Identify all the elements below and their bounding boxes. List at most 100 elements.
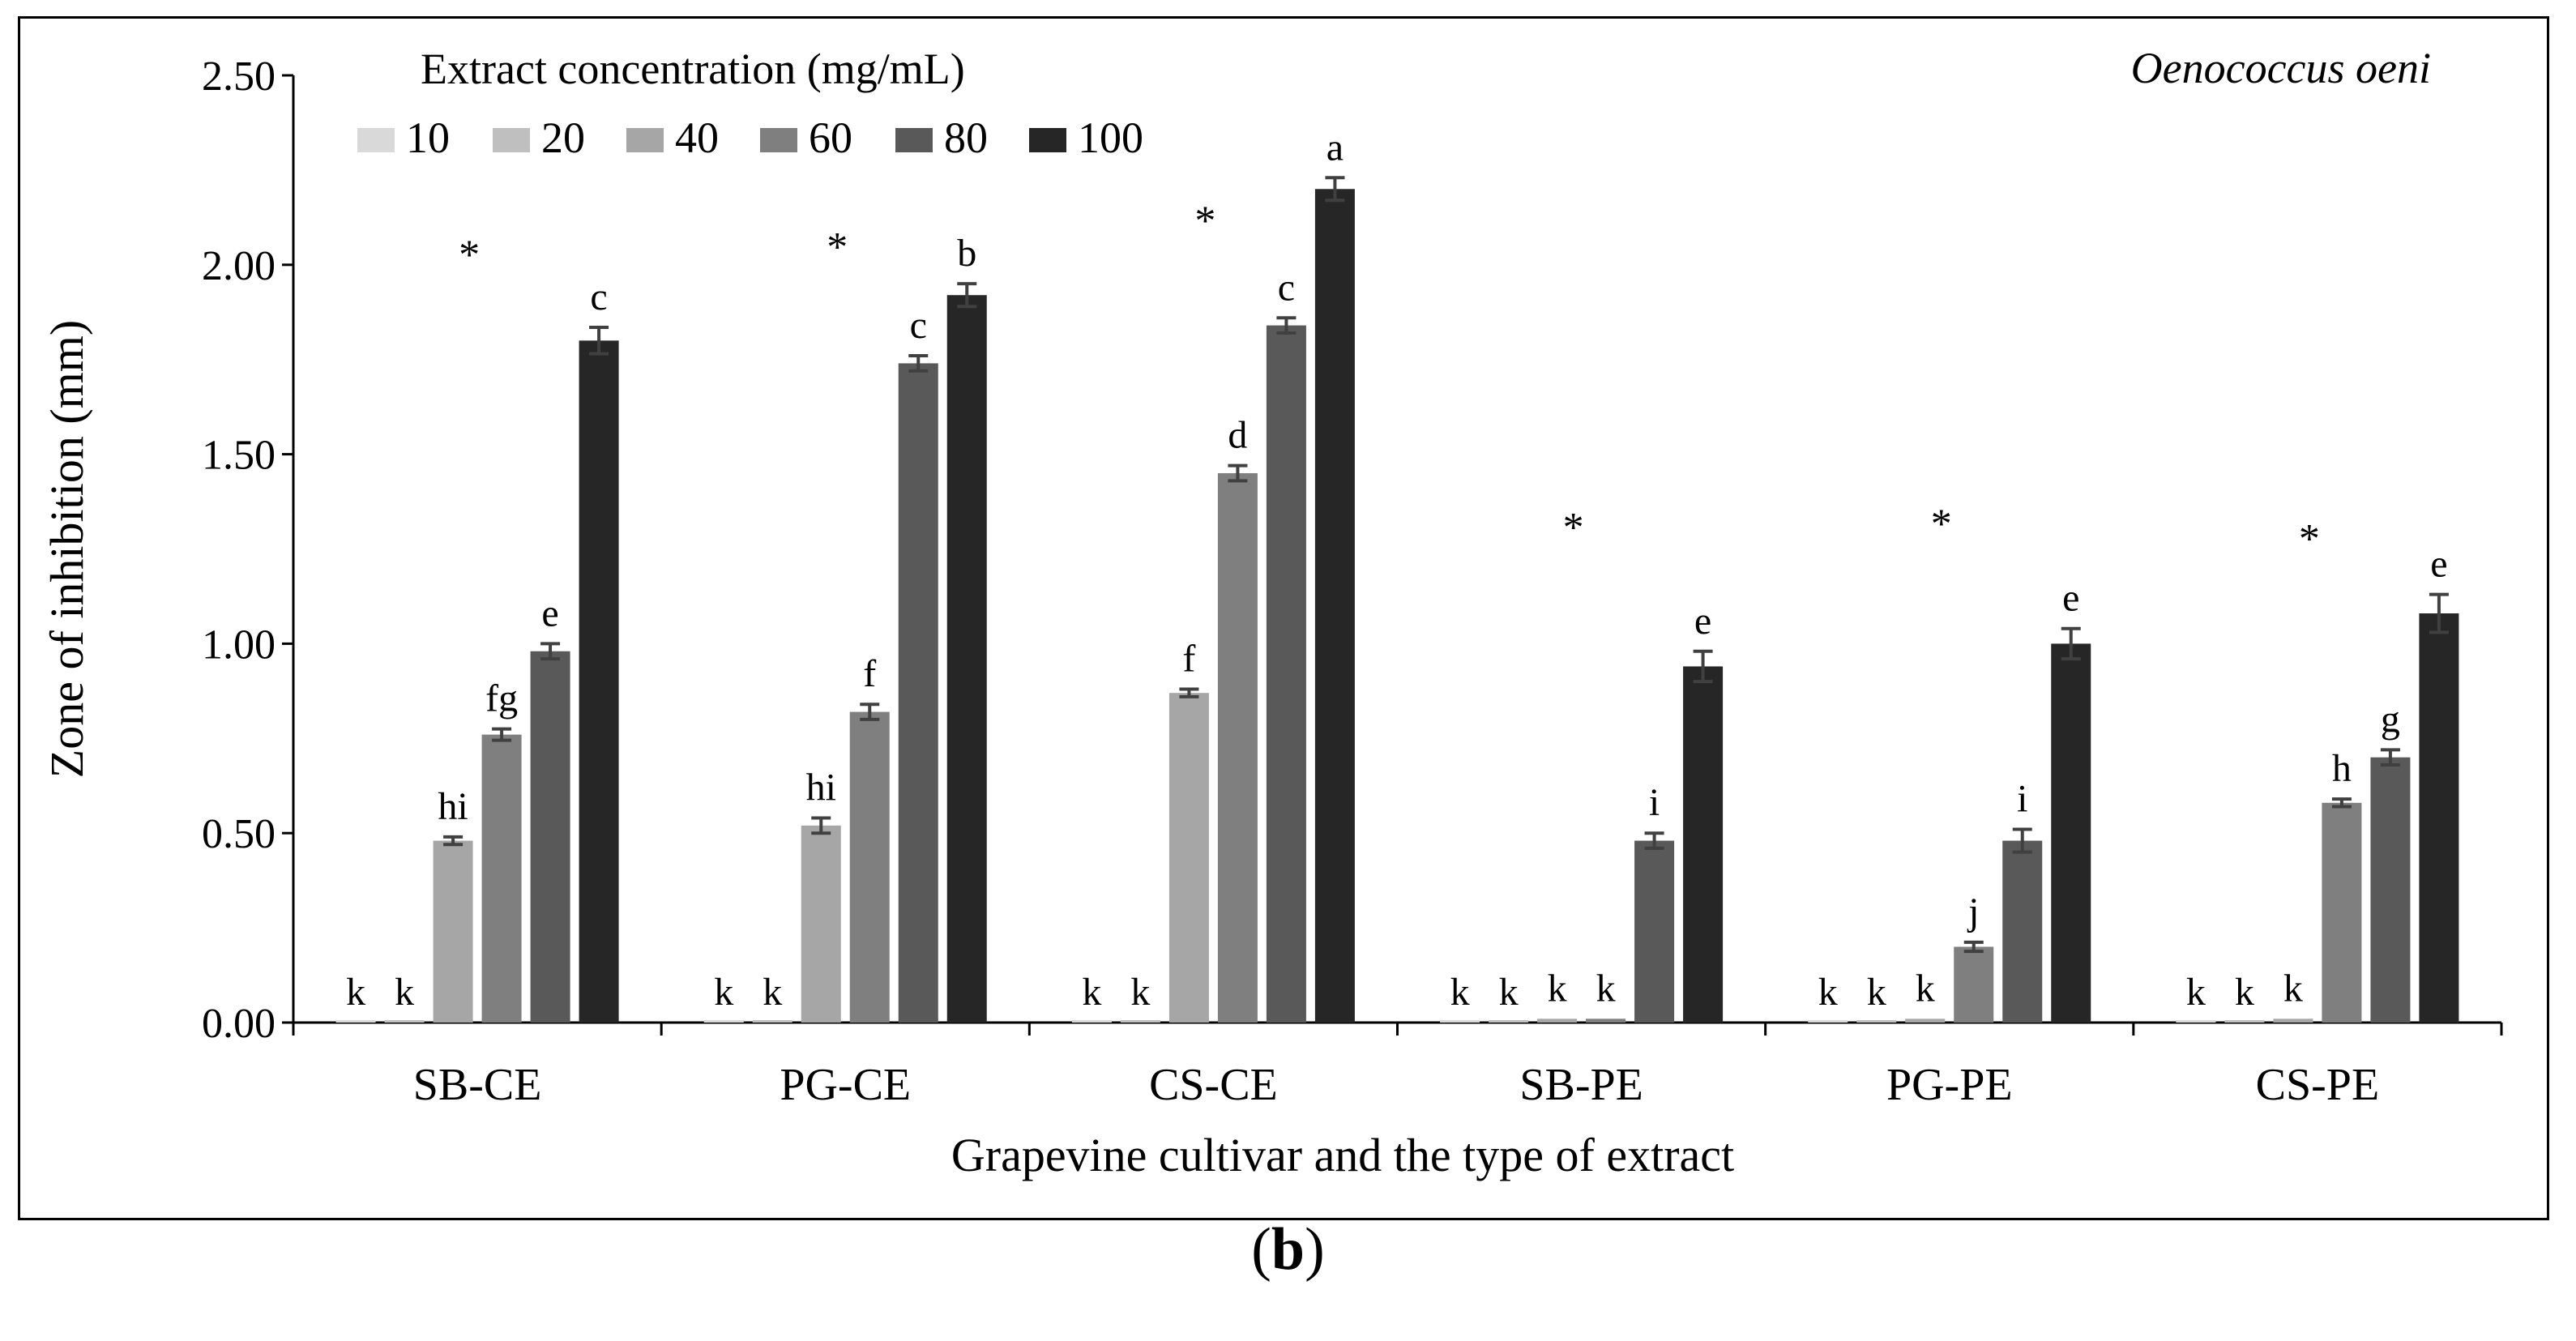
legend-swatch bbox=[760, 128, 797, 152]
bar bbox=[1489, 1020, 1529, 1023]
data-label: j bbox=[1967, 890, 1979, 933]
x-tick-label: SB-CE bbox=[413, 1060, 542, 1110]
significance-asterisk: * bbox=[459, 232, 480, 278]
data-label: k bbox=[1916, 967, 1935, 1010]
significance-asterisk: * bbox=[1563, 505, 1584, 551]
data-label: k bbox=[2186, 971, 2206, 1014]
bar bbox=[1168, 693, 1209, 1023]
legend-label: 20 bbox=[541, 113, 585, 162]
bar bbox=[2370, 757, 2411, 1023]
bar bbox=[752, 1020, 792, 1023]
data-label: g bbox=[2381, 698, 2400, 741]
x-tick-label: CS-CE bbox=[1149, 1060, 1278, 1110]
significance-asterisk: * bbox=[2299, 516, 2320, 562]
y-tick-label: 0.00 bbox=[202, 1001, 276, 1047]
y-axis-title: Zone of inhibition (mm) bbox=[41, 320, 93, 778]
bar bbox=[1537, 1019, 1578, 1023]
data-label: k bbox=[1082, 971, 1101, 1014]
bar bbox=[2419, 613, 2459, 1023]
data-label: i bbox=[1649, 781, 1660, 824]
x-tick-label: PG-PE bbox=[1886, 1060, 2013, 1110]
y-tick-label: 1.50 bbox=[202, 433, 276, 479]
data-label: k bbox=[346, 971, 365, 1014]
bar bbox=[1217, 472, 1258, 1023]
bar bbox=[1266, 325, 1306, 1023]
bar bbox=[849, 711, 890, 1023]
panel-label: (b) bbox=[1251, 1216, 1325, 1283]
bar bbox=[2176, 1020, 2216, 1023]
data-label: k bbox=[1596, 967, 1616, 1010]
x-tick-label: PG-CE bbox=[780, 1060, 911, 1110]
bar bbox=[1314, 189, 1355, 1023]
bar bbox=[1683, 666, 1724, 1023]
data-label: k bbox=[714, 971, 733, 1014]
bar bbox=[703, 1020, 744, 1023]
data-label: e bbox=[2430, 543, 2447, 586]
legend-label: 100 bbox=[1078, 113, 1143, 162]
bar bbox=[1808, 1020, 1848, 1023]
data-label: k bbox=[1499, 971, 1519, 1014]
bar bbox=[2002, 840, 2043, 1023]
bar bbox=[530, 651, 570, 1023]
data-label: e bbox=[1694, 600, 1711, 643]
bar bbox=[335, 1020, 376, 1023]
data-label: c bbox=[910, 304, 927, 347]
data-label: k bbox=[763, 971, 782, 1014]
data-label: c bbox=[1278, 266, 1295, 309]
bar bbox=[579, 340, 619, 1023]
y-tick-label: 2.50 bbox=[202, 53, 276, 100]
legend-label: 80 bbox=[944, 113, 988, 162]
data-label: i bbox=[2017, 778, 2027, 821]
legend-label: 60 bbox=[809, 113, 852, 162]
data-label: e bbox=[541, 591, 558, 634]
bar bbox=[801, 825, 841, 1023]
significance-asterisk: * bbox=[1931, 501, 1952, 547]
bar bbox=[1905, 1019, 1946, 1023]
data-label: k bbox=[1867, 971, 1886, 1014]
bar bbox=[2224, 1020, 2265, 1023]
bar bbox=[2322, 802, 2362, 1023]
data-label: k bbox=[1450, 971, 1470, 1014]
legend-swatch bbox=[626, 128, 664, 152]
data-label: k bbox=[2283, 967, 2303, 1010]
significance-asterisk: * bbox=[827, 224, 848, 271]
data-label: b bbox=[957, 232, 976, 275]
bar bbox=[384, 1020, 425, 1023]
data-label: k bbox=[395, 971, 414, 1014]
data-label: c bbox=[590, 275, 607, 318]
y-tick-label: 2.00 bbox=[202, 243, 276, 289]
bar bbox=[1071, 1020, 1112, 1023]
significance-asterisk: * bbox=[1194, 198, 1215, 244]
x-tick-label: SB-PE bbox=[1519, 1060, 1643, 1110]
bar bbox=[898, 363, 938, 1023]
data-label: h bbox=[2332, 747, 2352, 790]
legend-title: Extract concentration (mg/mL) bbox=[421, 45, 965, 93]
data-label: f bbox=[1182, 638, 1195, 681]
bar bbox=[1954, 946, 1994, 1023]
legend-swatch bbox=[493, 128, 530, 152]
bar bbox=[2273, 1019, 2313, 1023]
bar bbox=[1586, 1019, 1626, 1023]
data-label: f bbox=[863, 652, 876, 695]
legend-swatch bbox=[1029, 128, 1066, 152]
data-label: k bbox=[2235, 971, 2254, 1014]
x-tick-label: CS-PE bbox=[2256, 1060, 2380, 1110]
data-label: hi bbox=[438, 785, 468, 828]
legend-label: 40 bbox=[675, 113, 719, 162]
bar bbox=[1440, 1020, 1480, 1023]
bar bbox=[1120, 1020, 1160, 1023]
data-label: e bbox=[2062, 577, 2079, 620]
organism-label: Oenococcus oeni bbox=[2131, 44, 2431, 92]
bar bbox=[433, 840, 473, 1023]
data-label: hi bbox=[806, 766, 836, 809]
data-label: k bbox=[1130, 971, 1150, 1014]
legend-swatch bbox=[895, 128, 933, 152]
y-tick-label: 1.00 bbox=[202, 621, 276, 668]
data-label: k bbox=[1548, 967, 1567, 1010]
data-label: d bbox=[1228, 414, 1247, 457]
legend-label: 10 bbox=[406, 113, 450, 162]
bar bbox=[2051, 643, 2091, 1023]
data-label: a bbox=[1326, 126, 1344, 169]
bar bbox=[946, 295, 987, 1023]
